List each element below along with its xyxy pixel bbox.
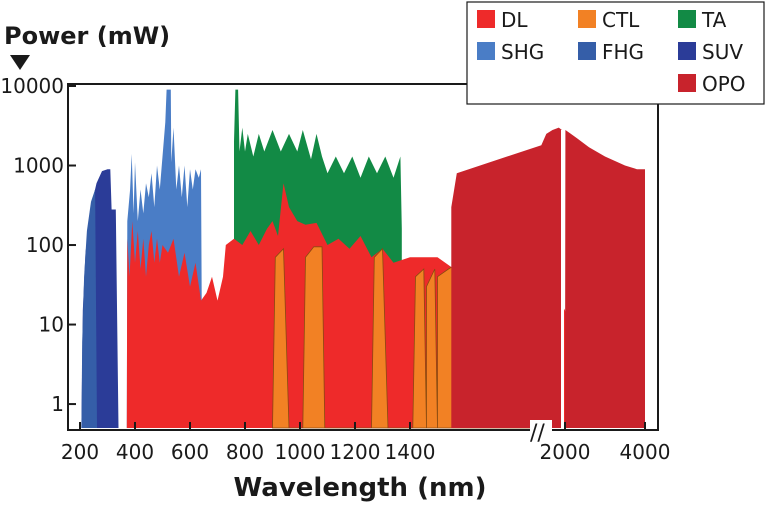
legend-label-dl: DL: [501, 8, 528, 32]
series-fhg-area: [81, 189, 97, 428]
legend-swatch-suv: [678, 42, 696, 60]
series-opo-area: [451, 127, 645, 428]
legend-box: [466, 1, 765, 105]
y-ticks: 1 10 100 1000 10000: [0, 74, 76, 416]
x-tick-label: 1200: [330, 440, 381, 464]
legend-label-fhg: FHG: [602, 40, 644, 64]
x-tick-label: 200: [61, 440, 99, 464]
legend-label-ctl: CTL: [602, 8, 640, 32]
legend-label-shg: SHG: [501, 40, 544, 64]
y-axis-title: Power (mW): [4, 22, 170, 50]
y-tick-label: 1000: [13, 154, 64, 178]
y-axis-arrow-icon: [10, 55, 30, 70]
legend-swatch-ta: [678, 10, 696, 28]
y-tick-label: 1: [51, 392, 64, 416]
legend-label-ta: TA: [701, 8, 727, 32]
x-tick-label: 2000: [540, 440, 591, 464]
y-tick-label: 10000: [0, 74, 64, 98]
x-tick-label: 1400: [385, 440, 436, 464]
y-tick-label: 10: [39, 313, 64, 337]
series-layer: [81, 89, 645, 429]
axis-break-bottom: //: [530, 420, 552, 446]
x-ticks: 200 400 600 800 1000 1200 1400 2000 4000: [61, 422, 671, 464]
legend-swatch-dl: [477, 10, 495, 28]
legend: DL CTL TA SHG FHG SUV OPO: [466, 1, 765, 105]
legend-label-opo: OPO: [702, 72, 746, 96]
legend-swatch-fhg: [578, 42, 596, 60]
legend-swatch-ctl: [578, 10, 596, 28]
x-axis-title: Wavelength (nm): [234, 473, 487, 503]
x-tick-label: 1000: [275, 440, 326, 464]
x-tick-label: 600: [171, 440, 209, 464]
legend-label-suv: SUV: [702, 40, 743, 64]
legend-swatch-shg: [477, 42, 495, 60]
x-tick-label: 800: [226, 440, 264, 464]
legend-swatch-opo: [678, 74, 696, 92]
x-tick-label: 400: [116, 440, 154, 464]
y-tick-label: 100: [26, 233, 64, 257]
axis-break-bottom-mark: //: [530, 421, 545, 446]
x-tick-label: 4000: [620, 440, 671, 464]
